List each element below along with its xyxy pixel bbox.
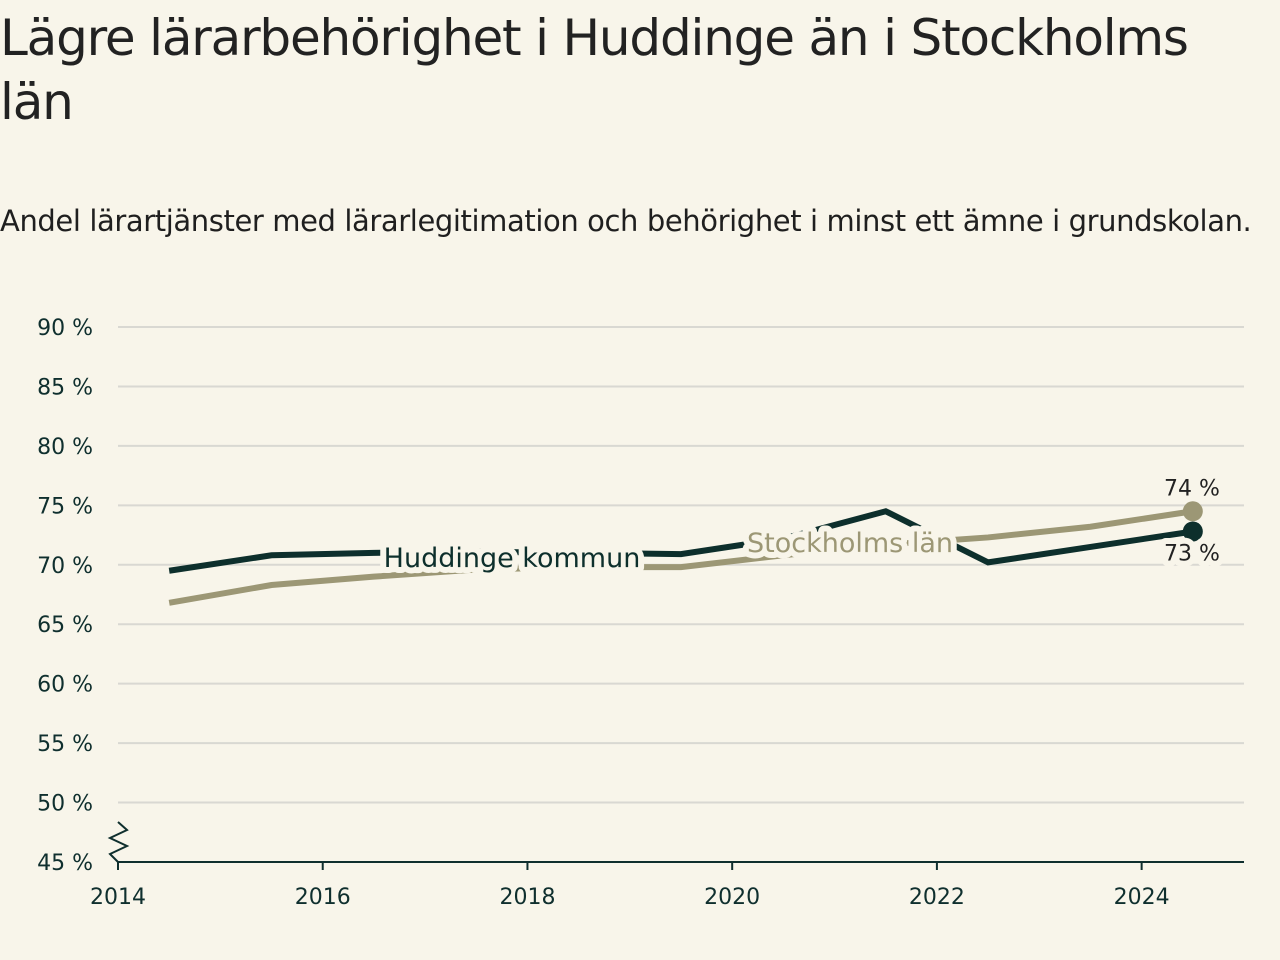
x-tick-label: 2014	[90, 885, 146, 910]
y-tick-label: 85 %	[37, 375, 93, 400]
y-tick-label: 50 %	[37, 792, 93, 817]
y-tick-label: 90 %	[37, 316, 93, 341]
axis-break-mark	[107, 821, 130, 863]
series-label-stockholm-text: Stockholms län	[747, 528, 953, 559]
series-end-point	[1182, 501, 1203, 522]
series-label-stockholm-halo: Stockholms län	[747, 528, 953, 559]
y-axis-ticks: 45 % 50 % 55 % 60 % 65 % 70 % 75 % 80 % 85 % 90 %	[37, 316, 93, 876]
series-end-point	[1182, 521, 1203, 542]
end-label-stockholm: 74 %74 %	[1158, 470, 1226, 507]
x-axis: 2014 2016 2018 2020 2022 2024	[90, 821, 1244, 910]
x-tick-label: 2022	[909, 885, 965, 910]
chart-title: Lägre lärarbehörighet i Huddinge än i St…	[0, 9, 1189, 131]
series-label-huddinge-text: Huddinge kommun	[384, 543, 641, 574]
end-label-huddinge: 73 %73 %	[1158, 535, 1226, 572]
series-lines	[168, 501, 1203, 606]
y-tick-label: 60 %	[37, 673, 93, 698]
end-label-huddinge-halo: 73 %	[1164, 541, 1220, 566]
y-tick-label: 45 %	[37, 851, 93, 876]
end-label-stockholm-text: 74 %	[1164, 476, 1220, 501]
end-label-huddinge-text: 73 %	[1164, 541, 1220, 566]
series-line	[168, 508, 1194, 606]
x-tick-label: 2016	[295, 885, 351, 910]
end-label-stockholm-halo: 74 %	[1164, 476, 1220, 501]
x-tick-label: 2024	[1114, 885, 1170, 910]
y-tick-label: 80 %	[37, 435, 93, 460]
chart-subtitle: Andel lärartjänster med lärarlegitimatio…	[0, 204, 1252, 238]
series-line	[168, 508, 1194, 574]
series-label-huddinge-halo: Huddinge kommun	[384, 543, 641, 574]
x-tick-label: 2020	[704, 885, 760, 910]
y-tick-label: 70 %	[37, 554, 93, 579]
y-tick-label: 55 %	[37, 732, 93, 757]
y-tick-label: 65 %	[37, 613, 93, 638]
y-tick-label: 75 %	[37, 494, 93, 519]
x-tick-label: 2018	[499, 885, 555, 910]
